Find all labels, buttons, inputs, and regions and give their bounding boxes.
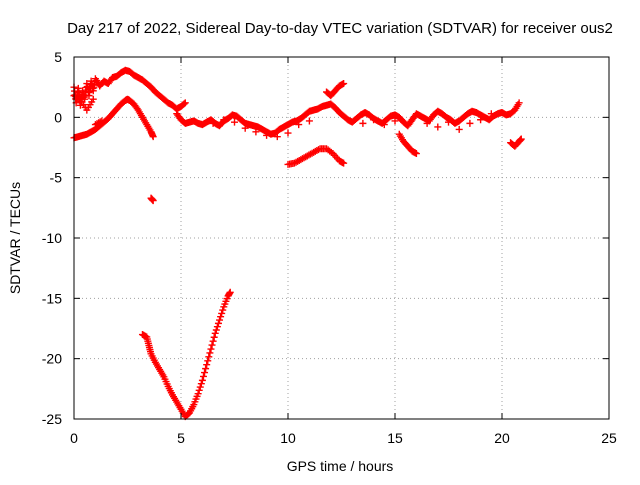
- data-point: [455, 125, 463, 133]
- data-point: [487, 110, 495, 118]
- data-point: [445, 118, 452, 126]
- data-point: [226, 288, 234, 296]
- data-point: [195, 386, 203, 394]
- x-tick-label: 15: [387, 430, 403, 446]
- data-series: [209, 110, 495, 141]
- data-point: [314, 146, 322, 154]
- data-series: [284, 145, 348, 168]
- data-point: [515, 99, 523, 107]
- data-series: [138, 288, 234, 421]
- y-tick-label: -5: [50, 170, 63, 186]
- data-point: [295, 121, 303, 129]
- data-point: [218, 309, 226, 317]
- data-point: [217, 313, 225, 321]
- data-series: [70, 66, 189, 114]
- data-point: [98, 117, 106, 125]
- x-tick-label: 0: [70, 430, 78, 446]
- data-point: [194, 390, 202, 398]
- data-point: [213, 323, 221, 331]
- data-point: [340, 80, 348, 88]
- data-point: [149, 197, 157, 205]
- data-point: [96, 118, 104, 126]
- data-point: [380, 121, 388, 129]
- data-point: [216, 316, 224, 324]
- data-series: [395, 130, 420, 158]
- data-point: [75, 94, 83, 102]
- y-tick-label: -20: [42, 351, 62, 367]
- data-point: [203, 361, 211, 369]
- data-point: [220, 116, 228, 124]
- data-point: [209, 119, 217, 127]
- data-point: [412, 150, 420, 158]
- data-point: [206, 349, 214, 357]
- data-point: [201, 369, 209, 377]
- y-tick-label: -25: [42, 411, 62, 427]
- data-point: [197, 380, 205, 388]
- data-point: [207, 345, 215, 353]
- data-point: [231, 118, 238, 126]
- data-point: [210, 333, 218, 341]
- data-point: [219, 306, 227, 314]
- x-tick-label: 10: [280, 430, 296, 446]
- data-point: [423, 119, 431, 127]
- data-point: [273, 133, 281, 141]
- data-point: [284, 129, 292, 137]
- data-series: [323, 80, 348, 100]
- data-point: [305, 117, 313, 125]
- x-tick-label: 5: [177, 430, 185, 446]
- data-point: [198, 376, 206, 384]
- data-point: [209, 337, 217, 345]
- y-axis-label: SDTVAR / TECUs: [7, 182, 23, 294]
- x-tick-label: 25: [601, 430, 617, 446]
- data-point: [202, 365, 210, 373]
- data-point: [199, 372, 207, 380]
- data-point: [180, 100, 188, 108]
- data-point: [370, 116, 378, 124]
- data-point: [252, 128, 260, 136]
- data-point: [181, 99, 189, 107]
- data-point: [208, 341, 216, 349]
- data-point: [241, 124, 249, 132]
- axis-ticks: 0 5 10 15 20 25 -25 -20 -15 -10 -5 0 5: [42, 49, 617, 446]
- data-series: [147, 194, 157, 205]
- y-tick-label: 5: [54, 49, 62, 65]
- data-series: [173, 99, 523, 138]
- chart-title: Day 217 of 2022, Sidereal Day-to-day VTE…: [67, 20, 613, 37]
- data-point: [214, 319, 222, 327]
- plot-data: [70, 66, 525, 421]
- data-point: [89, 95, 97, 103]
- y-tick-label: -15: [42, 290, 62, 306]
- y-tick-label: -10: [42, 230, 62, 246]
- y-tick-label: 0: [54, 109, 62, 125]
- data-series: [507, 135, 525, 150]
- data-point: [466, 119, 474, 127]
- data-point: [196, 383, 204, 391]
- data-point: [434, 123, 442, 131]
- data-point: [211, 329, 219, 337]
- data-point: [391, 117, 399, 125]
- data-point: [359, 119, 367, 127]
- data-point: [204, 357, 212, 365]
- x-tick-label: 20: [494, 430, 510, 446]
- data-point: [517, 135, 525, 143]
- data-point: [340, 159, 348, 167]
- data-point: [205, 353, 213, 361]
- data-point: [477, 116, 485, 124]
- data-point: [212, 326, 220, 334]
- x-axis-label: GPS time / hours: [287, 458, 394, 474]
- data-point: [149, 133, 157, 141]
- data-point: [263, 131, 271, 139]
